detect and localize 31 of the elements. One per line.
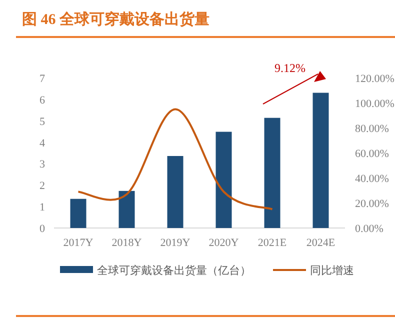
y2-tick-label: 0.00% — [355, 223, 384, 235]
x-tick-label: 2019Y — [160, 237, 190, 249]
x-tick-label: 2024E — [306, 237, 336, 249]
y-tick-label: 0 — [40, 223, 46, 235]
bar — [264, 118, 280, 228]
y2-tick-label: 80.00% — [355, 123, 389, 135]
bar — [312, 92, 329, 228]
bar — [167, 156, 184, 228]
x-tick-label: 2020Y — [208, 237, 239, 249]
chart-title: 图 46 全球可穿戴设备出货量 — [22, 10, 210, 28]
y-tick-label: 7 — [40, 73, 46, 85]
text: 9.12% — [274, 61, 306, 75]
y2-tick-label: 120.00% — [355, 73, 394, 85]
y-tick-label: 3 — [40, 158, 46, 171]
y-tick-label: 6 — [40, 94, 46, 106]
y-tick-label: 5 — [40, 116, 46, 128]
y2-tick-label: 20.00% — [355, 198, 389, 210]
legend-label: 全球可穿戴设备出货量（亿台） — [97, 264, 251, 277]
y-tick-label: 4 — [40, 137, 46, 150]
y2-tick-label: 100.00% — [355, 98, 394, 110]
y2-tick-label: 40.00% — [355, 173, 389, 185]
y-tick-label: 1 — [40, 202, 45, 214]
x-tick-label: 2021E — [258, 237, 287, 249]
x-tick-label: 2017Y — [63, 237, 94, 249]
bar — [70, 198, 86, 228]
y-tick-label: 2 — [40, 180, 45, 192]
y2-tick-label: 60.00% — [355, 148, 389, 160]
legend-label: 同比增速 — [310, 264, 354, 277]
x-tick-label: 2018Y — [112, 237, 142, 249]
bar — [118, 190, 135, 228]
bar — [216, 132, 232, 228]
